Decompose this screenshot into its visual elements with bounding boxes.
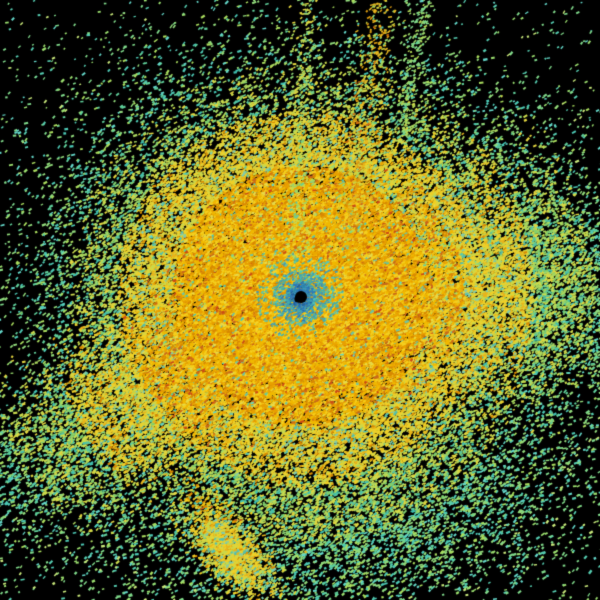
astronomy-image [0,0,600,600]
halo-particle-map-canvas [0,0,600,600]
